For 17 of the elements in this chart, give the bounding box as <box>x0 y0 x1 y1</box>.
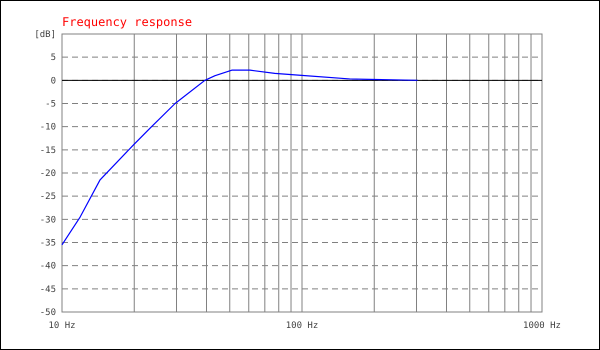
x-tick-label: 1000 Hz <box>523 321 561 331</box>
y-tick-label: 5 <box>50 53 56 64</box>
y-tick-label: -35 <box>40 238 56 248</box>
y-tick-label: -20 <box>40 169 56 179</box>
y-tick-label: -15 <box>40 146 56 156</box>
x-tick-label: 100 Hz <box>286 321 318 331</box>
y-tick-label: -30 <box>40 215 56 226</box>
y-tick-label: -10 <box>40 122 56 133</box>
y-tick-label: -45 <box>40 284 56 295</box>
y-tick-label: -5 <box>45 100 56 110</box>
y-tick-label: -25 <box>40 192 56 202</box>
y-tick-label: 0 <box>50 76 56 86</box>
y-tick-label: -50 <box>40 308 56 318</box>
chart-title: Frequency response <box>62 15 192 29</box>
y-tick-label: -40 <box>40 262 56 272</box>
x-tick-label: 10 Hz <box>48 321 76 331</box>
y-axis-title: [dB] <box>34 30 56 40</box>
